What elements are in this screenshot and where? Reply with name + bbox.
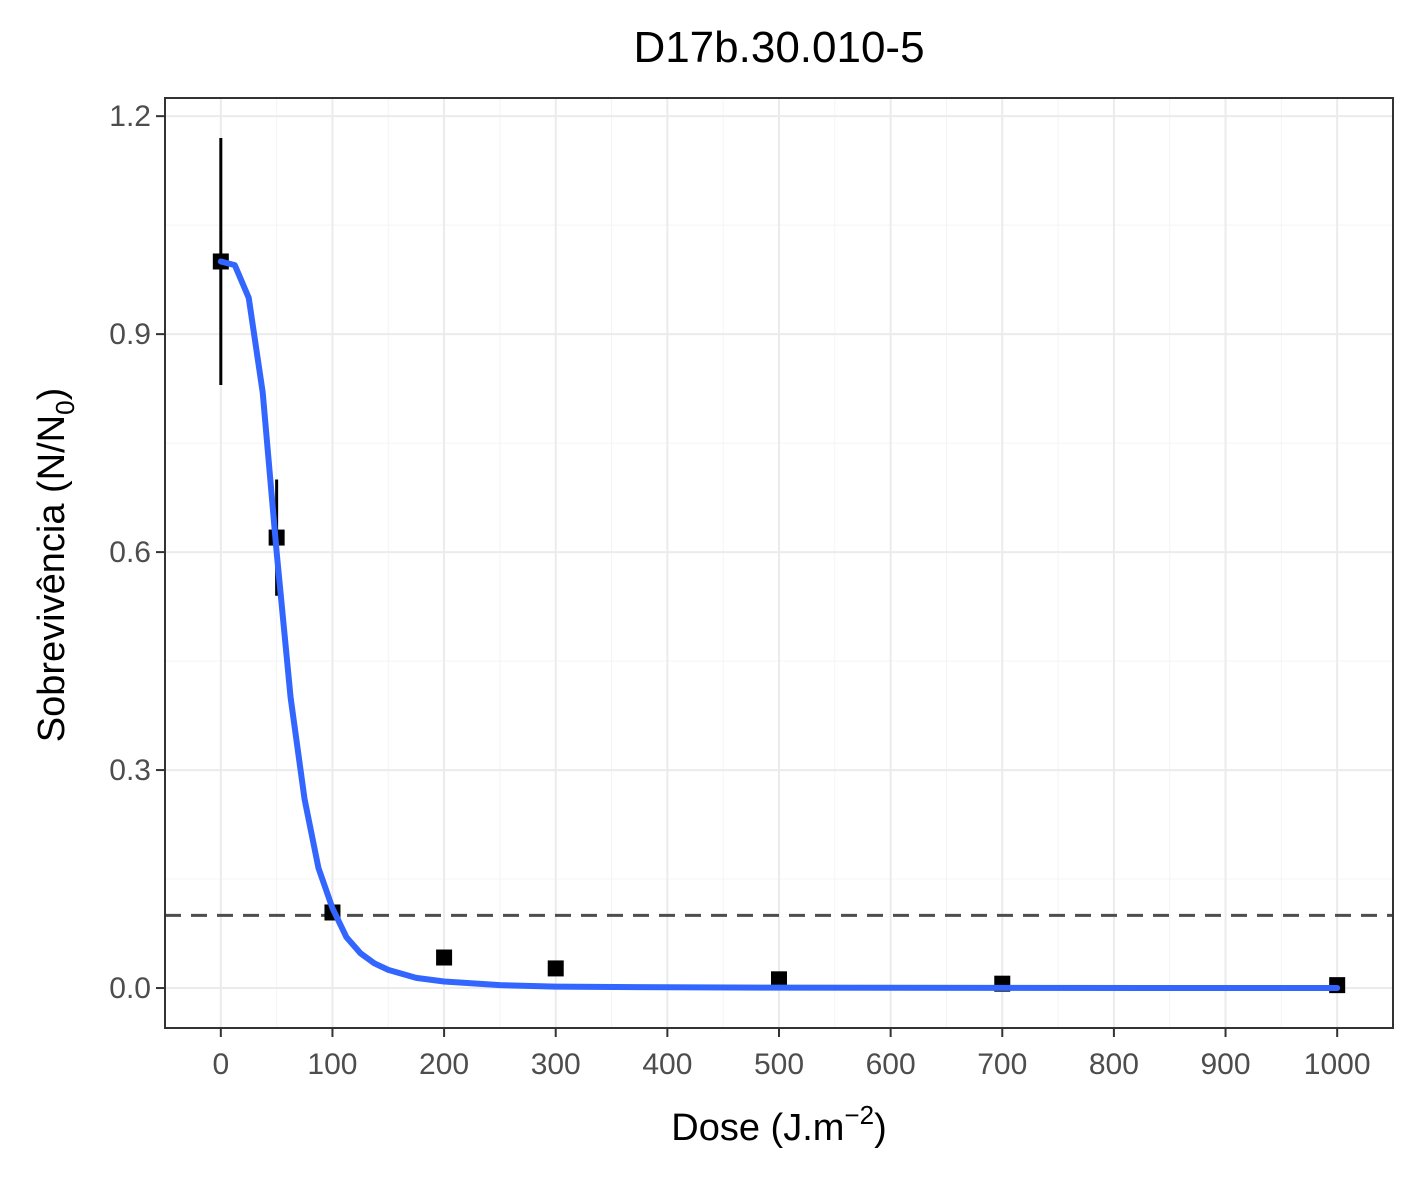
x-tick-label: 500 [754, 1048, 804, 1081]
y-tick-label: 0.6 [109, 536, 151, 569]
major-gridlines [165, 98, 1393, 1028]
data-point [771, 971, 787, 988]
y-tick-label: 0.0 [109, 972, 151, 1005]
chart-title: D17b.30.010-5 [633, 23, 924, 72]
x-tick-label: 800 [1089, 1048, 1139, 1081]
x-tick-label: 300 [531, 1048, 581, 1081]
x-axis-ticks: 0 100 200 300 400 500 600 700 800 900 1000 [212, 1028, 1371, 1081]
x-tick-label: 900 [1201, 1048, 1251, 1081]
y-axis-title-sub: 0 [50, 400, 80, 414]
y-tick-label: 0.3 [109, 754, 151, 787]
x-tick-label: 200 [419, 1048, 469, 1081]
x-tick-label: 600 [866, 1048, 916, 1081]
data-point [436, 949, 453, 966]
fit-curve [217, 258, 1341, 992]
x-tick-label: 0 [212, 1048, 229, 1081]
x-tick-label: 700 [977, 1048, 1027, 1081]
x-tick-label: 1000 [1304, 1048, 1371, 1081]
y-tick-label: 1.2 [109, 100, 151, 133]
x-axis-title: Dose (J.m−2) [671, 1100, 886, 1149]
x-axis-title-base: Dose (J.m [671, 1107, 844, 1149]
y-axis-title: Sobrevivência (N/N0) [31, 388, 80, 742]
x-tick-label: 400 [642, 1048, 692, 1081]
y-axis-title-close: ) [31, 388, 73, 401]
x-tick-label: 100 [307, 1048, 357, 1081]
y-axis-ticks: 0.0 0.3 0.6 0.9 1.2 [109, 100, 165, 1005]
x-axis-title-close: ) [874, 1107, 887, 1149]
x-axis-title-sup: −2 [844, 1100, 874, 1130]
y-axis-title-base: Sobrevivência (N/N [31, 415, 73, 742]
y-tick-label: 0.9 [109, 318, 151, 351]
data-point [547, 960, 564, 977]
